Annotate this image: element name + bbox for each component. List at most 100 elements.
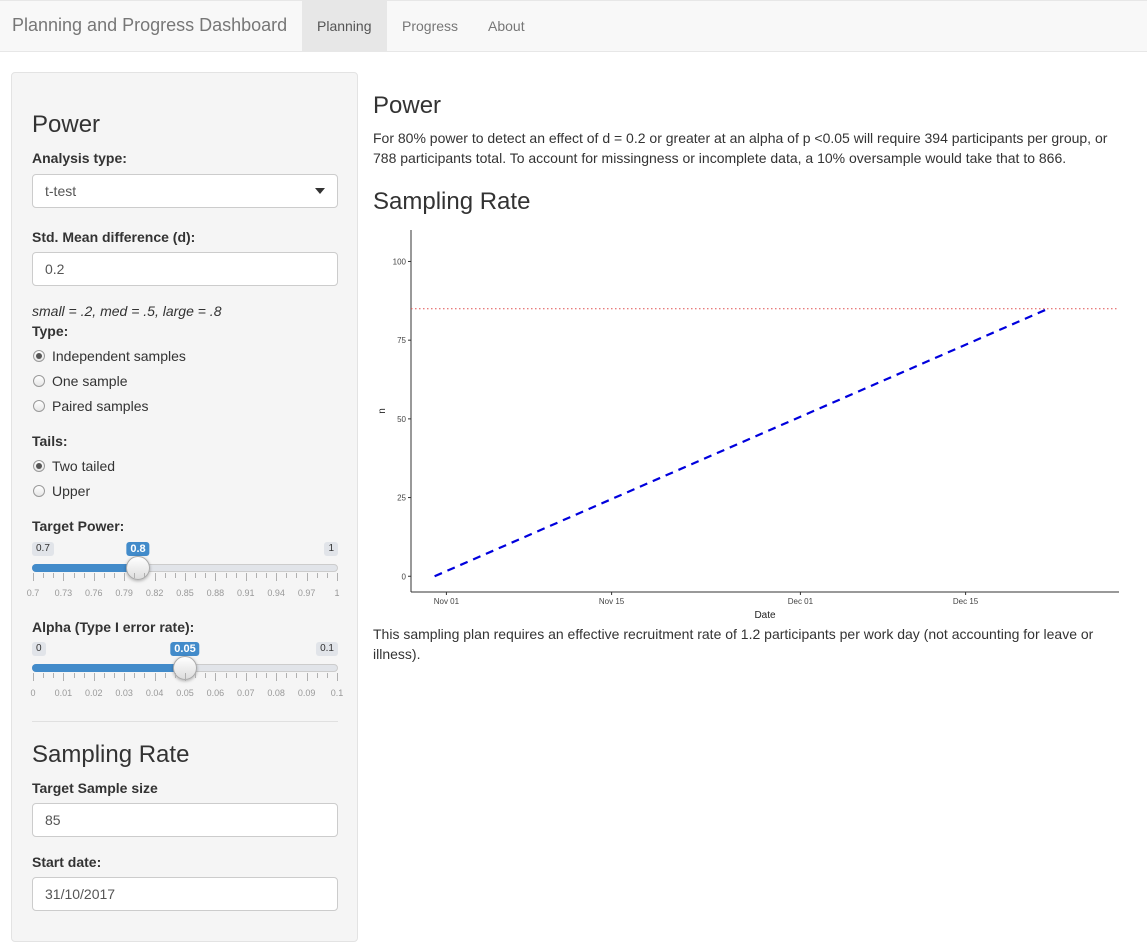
slider-tick xyxy=(53,573,55,578)
radio-label: One sample xyxy=(52,373,128,389)
slider-tick-label: 0.88 xyxy=(206,588,225,598)
power-section-heading: Power xyxy=(32,111,101,138)
slider-tick-label: 0.1 xyxy=(330,688,344,698)
slider-tick xyxy=(225,673,227,678)
slider-tick xyxy=(93,673,95,681)
target-sample-size-input[interactable]: 85 xyxy=(32,803,338,837)
slider-tick xyxy=(286,573,288,578)
slider-tick xyxy=(205,673,207,678)
slider-tick xyxy=(326,673,328,678)
analysis-type-label: Analysis type: xyxy=(32,150,127,166)
slider-tick xyxy=(144,573,146,578)
sampling-section-heading: Sampling Rate xyxy=(32,741,190,768)
y-tick-label: 0 xyxy=(402,572,407,581)
radio-unchecked-icon[interactable] xyxy=(33,375,45,387)
y-tick-label: 75 xyxy=(397,336,406,345)
y-tick-label: 25 xyxy=(397,494,406,503)
slider-max-label: 0.1 xyxy=(316,642,338,656)
slider-min-label: 0.7 xyxy=(32,542,54,556)
slider-tick-label: 1 xyxy=(334,588,340,598)
radio-unchecked-icon[interactable] xyxy=(33,485,45,497)
slider-tick xyxy=(174,573,176,578)
slider-tick xyxy=(103,673,105,678)
slider-tick xyxy=(43,573,45,578)
target-power-label: Target Power: xyxy=(32,518,125,534)
slider-value-badge: 0.05 xyxy=(170,642,200,656)
slider-tick xyxy=(306,673,308,681)
slider-fill xyxy=(32,564,138,572)
slider-tick xyxy=(276,673,278,681)
y-tick-label: 100 xyxy=(393,257,407,266)
analysis-type-select[interactable]: t-test xyxy=(32,174,338,208)
slider-tick-label: 0.79 xyxy=(115,588,133,598)
slider-tick xyxy=(255,573,257,578)
slider-tick-label: 0.08 xyxy=(267,688,285,698)
tab-planning[interactable]: Planning xyxy=(302,1,387,52)
slider-handle[interactable] xyxy=(126,556,150,580)
slider-tick-label: 0.01 xyxy=(54,688,73,698)
slider-tick-label: 0.02 xyxy=(85,688,103,698)
radio-checked-icon[interactable] xyxy=(33,350,45,362)
recruitment-rate-text: This sampling plan requires an effective… xyxy=(373,626,1094,662)
slider-tick xyxy=(73,673,75,678)
x-tick-label: Dec 01 xyxy=(788,597,814,606)
sampling-rate-chart: 0 25 50 75 100 Nov 01 Nov 15 Dec 01 Dec 15 Date n xyxy=(377,230,1119,621)
target-power-slider[interactable]: 0.7 1 0.8 0.7 0.73 0.76 0.79 0.82 0.85 0.88 0.9… xyxy=(27,542,340,614)
sampling-rate-heading: Sampling Rate xyxy=(373,188,531,215)
radio-label: Independent samples xyxy=(52,348,186,364)
slider-tick xyxy=(33,673,34,681)
slider-tick-label: 0.76 xyxy=(85,588,103,598)
app-brand[interactable]: Planning and Progress Dashboard xyxy=(12,15,288,35)
radio-unchecked-icon[interactable] xyxy=(33,400,45,412)
slider-tick xyxy=(43,673,45,678)
tab-progress[interactable]: Progress xyxy=(402,18,459,34)
slider-tick-label: 0.09 xyxy=(297,688,316,698)
slider-tick xyxy=(215,673,217,681)
start-date-input[interactable]: 31/10/2017 xyxy=(32,877,338,911)
slider-tick xyxy=(286,673,288,678)
slider-tick xyxy=(225,573,227,578)
slider-tick xyxy=(134,673,136,678)
chevron-down-icon xyxy=(315,188,325,194)
slider-tick xyxy=(266,573,268,578)
power-heading: Power xyxy=(373,92,442,119)
alpha-slider[interactable]: 0 0.1 0.05 0 0.01 0.02 0.03 0.04 0.05 0.06 0.07… xyxy=(30,642,343,714)
slider-tick xyxy=(63,673,65,681)
effect-size-hint: small = .2, med = .5, large = .8 xyxy=(32,303,222,319)
slider-tick-label: 0.82 xyxy=(145,588,164,598)
slider-tick xyxy=(245,673,247,681)
tab-about[interactable]: About xyxy=(488,18,525,34)
slider-tick xyxy=(144,673,146,678)
slider-tick-label: 0.07 xyxy=(237,688,255,698)
std-mean-diff-label: Std. Mean difference (d): xyxy=(32,229,196,245)
radio-label: Paired samples xyxy=(52,398,149,414)
slider-tick xyxy=(337,573,338,581)
slider-tick-label: 0.03 xyxy=(115,688,133,698)
slider-tick-label: 0.06 xyxy=(206,688,225,698)
slider-tick xyxy=(195,673,197,678)
slider-tick xyxy=(215,573,217,581)
slider-tick xyxy=(33,573,34,581)
x-tick-label: Nov 15 xyxy=(599,597,625,606)
alpha-label: Alpha (Type I error rate): xyxy=(32,619,195,635)
target-sample-size-label: Target Sample size xyxy=(32,780,158,796)
slider-tick-label: 0.91 xyxy=(237,588,255,598)
slider-tick-label: 0 xyxy=(30,688,36,698)
slider-tick-label: 0.7 xyxy=(26,588,40,598)
sidebar-panel: Power Analysis type: t-test Std. Mean di… xyxy=(11,72,358,942)
radio-label: Upper xyxy=(52,483,91,499)
radio-checked-icon[interactable] xyxy=(33,460,45,472)
slider-tick xyxy=(124,673,126,681)
slider-tick xyxy=(83,673,85,678)
tails-label: Tails: xyxy=(32,433,68,449)
slider-tick xyxy=(73,573,75,578)
slider-tick-label: 0.05 xyxy=(176,688,194,698)
slider-tick xyxy=(255,673,257,678)
std-mean-diff-input[interactable]: 0.2 xyxy=(32,252,338,286)
x-tick-label: Dec 15 xyxy=(953,597,979,606)
slider-tick xyxy=(185,573,186,581)
slider-tick xyxy=(276,573,278,581)
slider-tick xyxy=(205,573,207,578)
section-divider xyxy=(32,721,338,722)
slider-tick xyxy=(124,573,126,581)
